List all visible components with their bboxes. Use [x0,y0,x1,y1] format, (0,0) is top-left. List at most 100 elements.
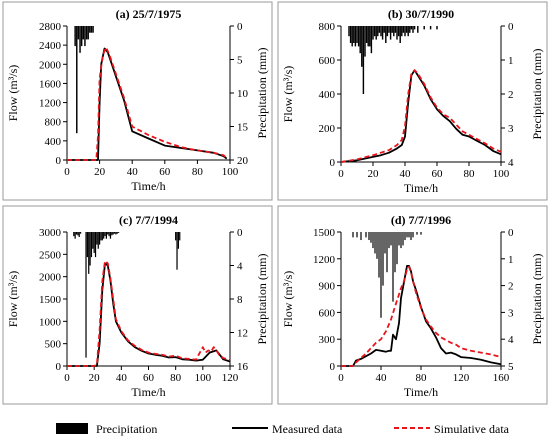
y2-tick-label: 5 [508,361,514,373]
y2-tick-label: 1 [508,254,514,266]
precipitation-bar [402,26,405,33]
precipitation-bar [108,232,110,237]
precipitation-bar [113,232,116,234]
precipitation-bar [394,232,396,273]
y-tick-label: 2000 [39,272,62,284]
x-tick-label: 60 [432,168,444,180]
precipitation-bar [408,232,410,238]
y-tick-label: 0 [330,361,336,373]
precipitation-bar [391,26,393,33]
precipitation-bar [410,232,412,241]
legend-measured-label: Measured data [272,422,343,436]
x-tick-label: 40 [376,372,388,384]
precipitation-bar [382,232,384,286]
precipitation-bar [77,26,80,40]
x-axis-title: Time/h [404,385,438,399]
precipitation-bar [365,26,368,43]
precipitation-bar [116,232,118,234]
precipitation-bar [79,26,81,53]
y-tick-label: 800 [319,21,336,33]
x-tick-label: 60 [159,166,171,178]
panel-title: (c) 7/7/1994 [119,213,178,227]
y2-tick-label: 16 [237,361,249,373]
x-tick-label: 80 [170,372,182,384]
y-tick-label: 2000 [39,59,62,71]
x-tick-label: 40 [127,166,139,178]
precipitation-bar [423,26,425,30]
precipitation-bar [103,232,105,239]
precipitation-bar [370,26,373,54]
y2-tick-label: 0 [508,21,514,33]
precipitation-bar [96,232,98,245]
y-axis-title: Flow (m³/s) [6,271,20,328]
y-tick-label: 1600 [39,78,62,90]
x-tick-label: 20 [94,166,106,178]
measured-line [67,47,228,161]
precipitation-bar [372,26,374,40]
precipitation-bar [365,232,367,238]
precipitation-bar [407,26,409,37]
legend-precipitation-swatch [56,423,88,434]
precipitation-bar [429,26,432,30]
y-tick-label: 0 [330,157,336,169]
precipitation-bar [416,232,418,235]
x-tick-label: 0 [64,166,70,178]
x-tick-label: 80 [464,168,476,180]
precipitation-bar [74,232,76,239]
precipitation-bar [101,232,103,241]
y2-tick-label: 0 [508,227,514,239]
precipitation-bar [75,232,78,235]
x-tick-label: 20 [368,168,380,180]
precipitation-bar [381,26,384,40]
precipitation-bar [404,26,406,37]
precipitation-bar [179,232,181,241]
precipitation-bar [92,232,94,249]
x-tick-label: 160 [493,372,510,384]
precipitation-bar [93,232,95,253]
precipitation-bar [404,232,406,241]
precipitation-bar [104,232,106,237]
precipitation-bar [97,232,99,249]
precipitation-bar [388,232,390,249]
y2-tick-label: 5 [237,55,243,67]
panel-frame [277,205,548,405]
y-tick-label: 0 [56,361,62,373]
precipitation-bar [111,232,113,236]
precipitation-bar [100,232,102,241]
precipitation-bar [359,26,361,54]
precipitation-bar [361,26,363,67]
precipitation-bar [94,232,97,258]
chart-panel-3: 0 20 40 60 80 100 120 0 500 1000 1500 2000 2500 3000 0… [2,205,273,405]
x-tick-label: 120 [453,372,470,384]
y-tick-label: 800 [45,117,62,129]
precipitation-bar [107,232,109,235]
legend-precipitation-label: Precipitation [96,422,157,436]
precipitation-bar [74,26,76,47]
measured-line [67,262,231,367]
precipitation-bar [400,232,402,249]
precipitation-bar [354,26,357,47]
x-tick-label: 0 [338,372,344,384]
precipitation-bar [175,232,177,241]
precipitation-bar [362,26,365,94]
precipitation-bar [349,26,352,43]
panel-title: (a) 25/7/1975 [116,7,182,21]
y2-tick-label: 2 [508,281,514,293]
precipitation-bar [397,26,400,37]
x-tick-label: 80 [416,372,428,384]
y2-tick-label: 15 [237,122,249,134]
precipitation-bar [378,26,381,33]
precipitation-bar [401,26,403,37]
y-tick-label: 400 [45,136,62,148]
x-tick-label: 120 [222,372,239,384]
y2-tick-label: 3 [508,123,514,135]
precipitation-bar [373,26,376,37]
y-tick-label: 1200 [39,98,62,110]
x-tick-label: 20 [89,372,101,384]
precipitation-bar [394,26,397,33]
y-tick-label: 1500 [313,227,336,239]
x-tick-label: 80 [192,166,204,178]
precipitation-bar [92,26,94,33]
precipitation-bar [118,232,120,233]
precipitation-bar [368,232,370,241]
